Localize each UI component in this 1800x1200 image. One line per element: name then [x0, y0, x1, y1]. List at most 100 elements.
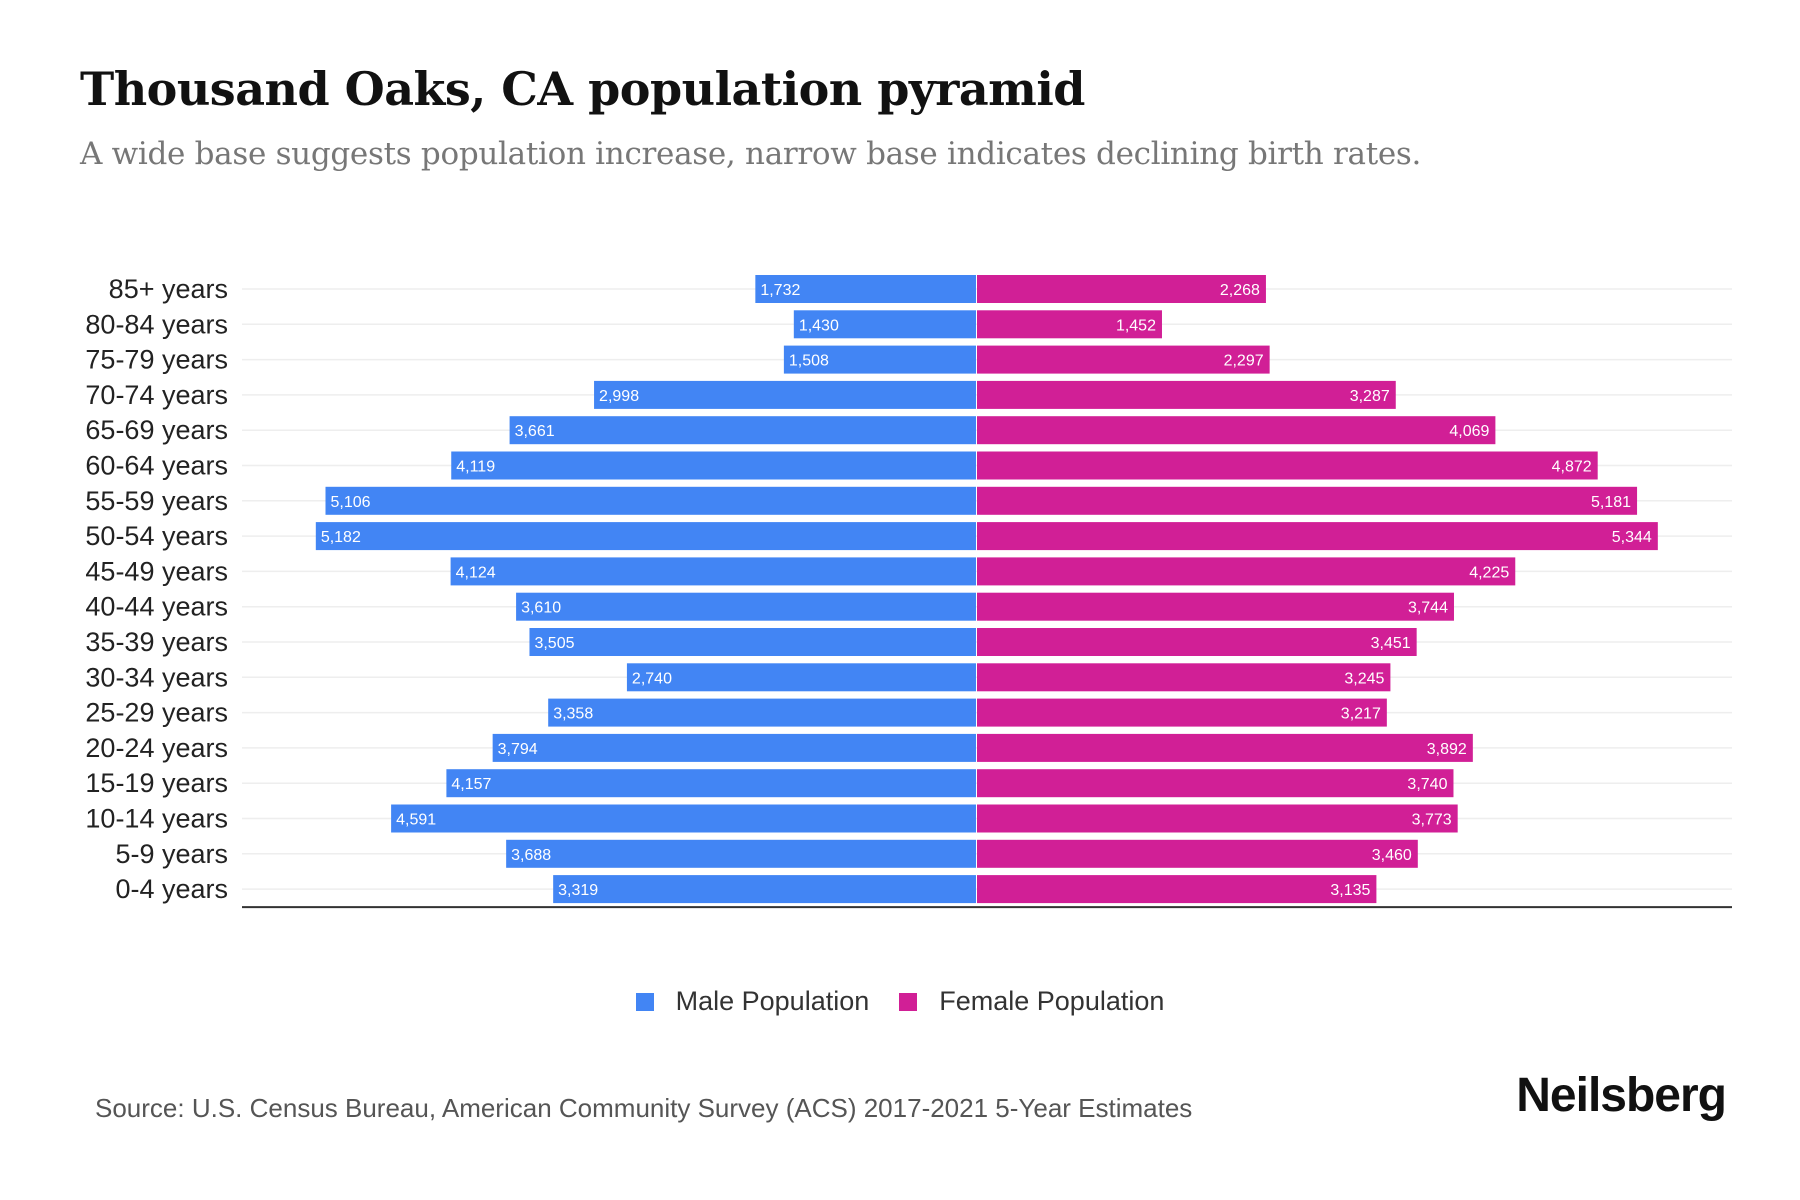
- male-value-label: 2,740: [632, 670, 672, 687]
- category-label: 25-29 years: [85, 698, 228, 728]
- female-value-label: 3,740: [1407, 776, 1447, 793]
- male-bar: [446, 769, 976, 798]
- category-label: 85+ years: [109, 274, 228, 304]
- male-bar: [450, 557, 976, 586]
- legend-item-male[interactable]: Male Population: [635, 986, 870, 1017]
- male-value-label: 4,119: [456, 459, 495, 476]
- female-value-label: 2,268: [1220, 282, 1260, 299]
- female-value-label: 3,135: [1330, 882, 1370, 899]
- male-value-label: 3,688: [511, 847, 551, 864]
- female-bar: [977, 451, 1598, 480]
- male-value-label: 2,998: [599, 388, 639, 405]
- male-value-label: 3,794: [498, 741, 538, 758]
- male-bar: [594, 380, 976, 409]
- male-bar: [783, 345, 976, 374]
- male-value-label: 1,508: [789, 353, 829, 370]
- male-value-label: 1,732: [760, 282, 800, 299]
- category-label: 55-59 years: [85, 486, 228, 516]
- female-bar: [977, 592, 1454, 621]
- male-bar: [315, 522, 976, 551]
- source-note: Source: U.S. Census Bureau, American Com…: [95, 1093, 1193, 1123]
- male-bar: [391, 804, 977, 833]
- female-bar: [977, 663, 1391, 692]
- female-bar: [977, 275, 1266, 303]
- male-value-label: 3,319: [558, 882, 598, 899]
- category-label: 80-84 years: [85, 309, 228, 339]
- category-label: 45-49 years: [85, 556, 228, 586]
- category-label: 5-9 years: [115, 839, 228, 869]
- female-bar: [977, 698, 1387, 727]
- female-value-label: 3,773: [1412, 812, 1452, 829]
- female-value-label: 3,892: [1427, 741, 1467, 758]
- female-value-label: 4,225: [1469, 564, 1509, 581]
- female-bar: [977, 345, 1270, 374]
- female-bar: [977, 875, 1377, 904]
- male-value-label: 4,124: [456, 564, 496, 581]
- category-label: 75-79 years: [85, 345, 228, 375]
- female-bar: [977, 486, 1638, 515]
- category-label: 35-39 years: [85, 627, 228, 657]
- pyramid-chart: 85+ years 1,732 2,268 80-84 years 1,430 1,452…: [85, 274, 1732, 909]
- chart-title: Thousand Oaks, CA population pyramid: [80, 62, 1085, 116]
- female-value-label: 3,460: [1372, 847, 1412, 864]
- female-bar: [977, 380, 1396, 409]
- male-bar: [755, 275, 976, 303]
- category-label: 60-64 years: [85, 451, 228, 481]
- female-bar: [977, 839, 1418, 868]
- male-bar: [509, 416, 976, 445]
- female-value-label: 5,344: [1612, 529, 1652, 546]
- female-bar: [977, 522, 1658, 551]
- legend-swatch-male: [635, 992, 654, 1011]
- category-label: 50-54 years: [85, 521, 228, 551]
- male-bar: [626, 663, 976, 692]
- male-value-label: 3,505: [534, 635, 574, 652]
- female-bar: [977, 733, 1473, 762]
- category-label: 65-69 years: [85, 415, 228, 445]
- male-value-label: 4,591: [396, 812, 436, 829]
- male-bar: [325, 486, 976, 515]
- female-value-label: 5,181: [1591, 494, 1631, 511]
- male-bar: [793, 310, 976, 339]
- female-value-label: 3,245: [1344, 670, 1384, 687]
- legend-item-female[interactable]: Female Population: [899, 986, 1164, 1017]
- female-bar: [977, 769, 1454, 798]
- category-label: 10-14 years: [85, 804, 228, 834]
- category-label: 15-19 years: [85, 768, 228, 798]
- category-label: 30-34 years: [85, 662, 228, 692]
- male-bar: [506, 839, 976, 868]
- male-bar: [548, 698, 976, 727]
- male-value-label: 5,106: [330, 494, 370, 511]
- category-label: 20-24 years: [85, 733, 228, 763]
- male-value-label: 5,182: [321, 529, 361, 546]
- male-bar: [529, 628, 976, 656]
- male-bar: [451, 451, 977, 480]
- legend-label-female: Female Population: [939, 986, 1165, 1016]
- female-bar: [977, 628, 1417, 656]
- category-label: 0-4 years: [115, 874, 228, 904]
- male-bar: [516, 592, 976, 621]
- female-value-label: 3,744: [1408, 600, 1448, 617]
- female-value-label: 3,451: [1371, 635, 1411, 652]
- female-value-label: 4,069: [1449, 423, 1489, 440]
- female-value-label: 2,297: [1224, 353, 1264, 370]
- male-value-label: 3,610: [521, 600, 561, 617]
- female-bar: [977, 310, 1162, 339]
- male-bar: [553, 875, 976, 904]
- female-value-label: 4,872: [1552, 459, 1592, 476]
- female-bar: [977, 804, 1458, 833]
- male-value-label: 3,358: [553, 706, 593, 723]
- category-label: 70-74 years: [85, 380, 228, 410]
- legend: Male Population Female Population: [0, 986, 1800, 1017]
- male-bar: [492, 733, 976, 762]
- female-value-label: 3,287: [1350, 388, 1390, 405]
- male-value-label: 4,157: [451, 776, 491, 793]
- legend-swatch-female: [899, 992, 918, 1011]
- male-value-label: 3,661: [515, 423, 555, 440]
- female-value-label: 1,452: [1116, 317, 1156, 334]
- legend-label-male: Male Population: [675, 986, 870, 1016]
- female-bar: [977, 416, 1496, 445]
- neilsberg-logo: Neilsberg: [1516, 1069, 1727, 1122]
- female-value-label: 3,217: [1341, 706, 1381, 723]
- chart-subtitle: A wide base suggests population increase…: [80, 136, 1422, 172]
